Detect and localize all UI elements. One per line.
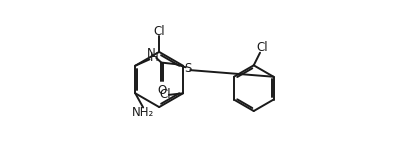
- Text: S: S: [184, 62, 192, 75]
- Text: NH₂: NH₂: [132, 106, 154, 119]
- Text: Cl: Cl: [159, 88, 171, 101]
- Text: O: O: [158, 84, 167, 97]
- Text: H: H: [149, 51, 158, 64]
- Text: Cl: Cl: [153, 25, 165, 38]
- Text: Cl: Cl: [257, 41, 268, 55]
- Text: N: N: [147, 47, 156, 60]
